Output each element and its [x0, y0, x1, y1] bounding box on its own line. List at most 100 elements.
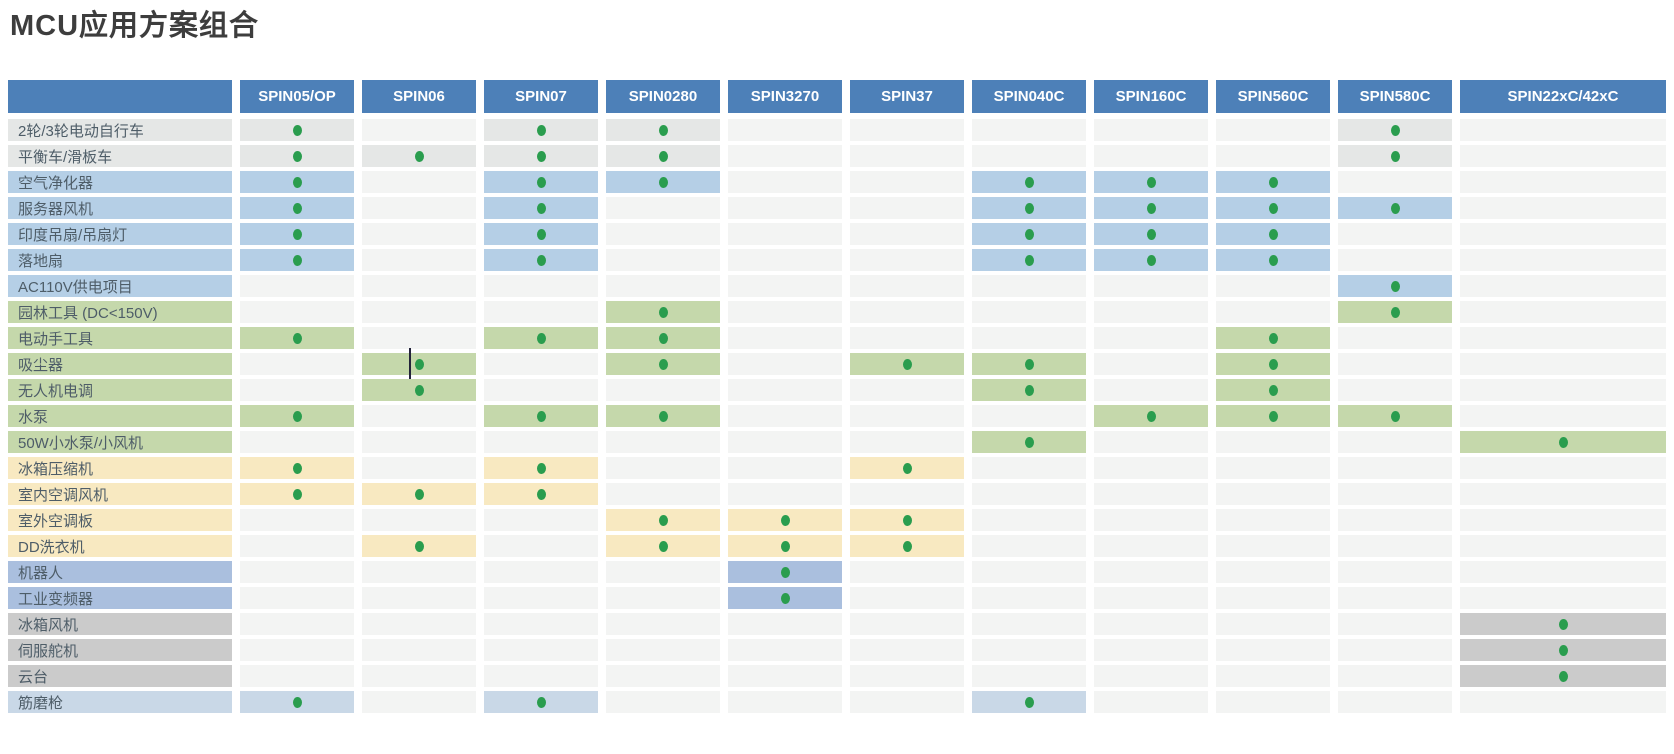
- support-cell: [240, 223, 354, 245]
- empty-cell: [850, 483, 964, 505]
- empty-cell: [484, 535, 598, 557]
- column-header: SPIN06: [362, 80, 476, 113]
- support-cell: [1094, 405, 1208, 427]
- row-label: 落地扇: [8, 249, 232, 271]
- support-cell: [606, 119, 720, 141]
- support-dot-icon: [1024, 228, 1034, 240]
- table-row: 室外空调板: [8, 509, 1666, 531]
- support-cell: [972, 691, 1086, 713]
- empty-cell: [240, 431, 354, 453]
- table-row: 50W小水泵/小风机: [8, 431, 1666, 453]
- support-dot-icon: [1390, 280, 1400, 292]
- support-cell: [362, 348, 476, 379]
- support-cell: [1094, 197, 1208, 219]
- support-cell: [1216, 171, 1330, 193]
- empty-cell: [728, 249, 842, 271]
- row-label: 电动手工具: [8, 327, 232, 349]
- row-label: 印度吊扇/吊扇灯: [8, 223, 232, 245]
- support-cell: [1216, 197, 1330, 219]
- empty-cell: [1460, 249, 1666, 271]
- support-cell: [850, 535, 964, 557]
- empty-cell: [728, 171, 842, 193]
- empty-cell: [1216, 509, 1330, 531]
- empty-cell: [850, 691, 964, 713]
- support-cell: [1094, 249, 1208, 271]
- empty-cell: [1338, 379, 1452, 401]
- empty-cell: [484, 431, 598, 453]
- empty-cell: [850, 119, 964, 141]
- support-cell: [972, 353, 1086, 375]
- empty-cell: [850, 197, 964, 219]
- empty-cell: [1216, 431, 1330, 453]
- empty-cell: [1338, 665, 1452, 687]
- empty-cell: [850, 379, 964, 401]
- support-cell: [484, 223, 598, 245]
- empty-cell: [1460, 483, 1666, 505]
- empty-cell: [240, 301, 354, 323]
- support-dot-icon: [780, 540, 790, 552]
- table-row: 平衡车/滑板车: [8, 145, 1666, 167]
- empty-cell: [1460, 405, 1666, 427]
- support-dot-icon: [658, 540, 668, 552]
- support-dot-icon: [658, 176, 668, 188]
- empty-cell: [362, 431, 476, 453]
- empty-cell: [728, 327, 842, 349]
- support-dot-icon: [1024, 254, 1034, 266]
- support-cell: [1338, 197, 1452, 219]
- row-label: 筋磨枪: [8, 691, 232, 713]
- empty-cell: [362, 509, 476, 531]
- support-cell: [972, 223, 1086, 245]
- empty-cell: [728, 483, 842, 505]
- empty-cell: [362, 197, 476, 219]
- empty-cell: [1460, 379, 1666, 401]
- empty-cell: [484, 275, 598, 297]
- support-cell: [728, 509, 842, 531]
- empty-cell: [606, 223, 720, 245]
- solution-matrix-table: SPIN05/OP SPIN06 SPIN07 SPIN0280 SPIN3270 SPI…: [8, 80, 1666, 717]
- empty-cell: [972, 275, 1086, 297]
- table-row: 印度吊扇/吊扇灯: [8, 223, 1666, 245]
- empty-cell: [1460, 171, 1666, 193]
- support-cell: [484, 457, 598, 479]
- empty-cell: [1460, 145, 1666, 167]
- empty-cell: [1338, 327, 1452, 349]
- empty-cell: [1460, 535, 1666, 557]
- support-dot-icon: [902, 514, 912, 526]
- empty-cell: [1094, 301, 1208, 323]
- empty-cell: [1216, 119, 1330, 141]
- support-dot-icon: [292, 150, 302, 162]
- empty-cell: [850, 249, 964, 271]
- table-row: 伺服舵机: [8, 639, 1666, 661]
- table-row: AC110V供电项目: [8, 275, 1666, 297]
- empty-cell: [1094, 353, 1208, 375]
- table-row: 机器人: [8, 561, 1666, 583]
- support-cell: [1460, 665, 1666, 687]
- support-dot-icon: [1390, 124, 1400, 136]
- empty-cell: [728, 665, 842, 687]
- empty-cell: [606, 561, 720, 583]
- support-dot-icon: [292, 332, 302, 344]
- support-dot-icon: [1024, 696, 1034, 708]
- support-cell: [606, 509, 720, 531]
- empty-cell: [972, 665, 1086, 687]
- column-header: SPIN0280: [606, 80, 720, 113]
- empty-cell: [728, 613, 842, 635]
- empty-cell: [850, 301, 964, 323]
- support-cell: [1094, 171, 1208, 193]
- support-cell: [850, 457, 964, 479]
- empty-cell: [1094, 665, 1208, 687]
- empty-cell: [1460, 457, 1666, 479]
- support-dot-icon: [1146, 176, 1156, 188]
- table-body: 2轮/3轮电动自行车 平衡车/滑板车 空气净化器 服务器风机 印度吊扇/吊扇灯 落地扇 AC…: [8, 119, 1666, 713]
- empty-cell: [606, 197, 720, 219]
- empty-cell: [362, 119, 476, 141]
- support-cell: [240, 327, 354, 349]
- support-cell: [728, 587, 842, 609]
- support-dot-icon: [292, 202, 302, 214]
- empty-cell: [606, 275, 720, 297]
- support-dot-icon: [1390, 306, 1400, 318]
- empty-cell: [362, 275, 476, 297]
- empty-cell: [362, 561, 476, 583]
- support-cell: [484, 197, 598, 219]
- empty-cell: [728, 301, 842, 323]
